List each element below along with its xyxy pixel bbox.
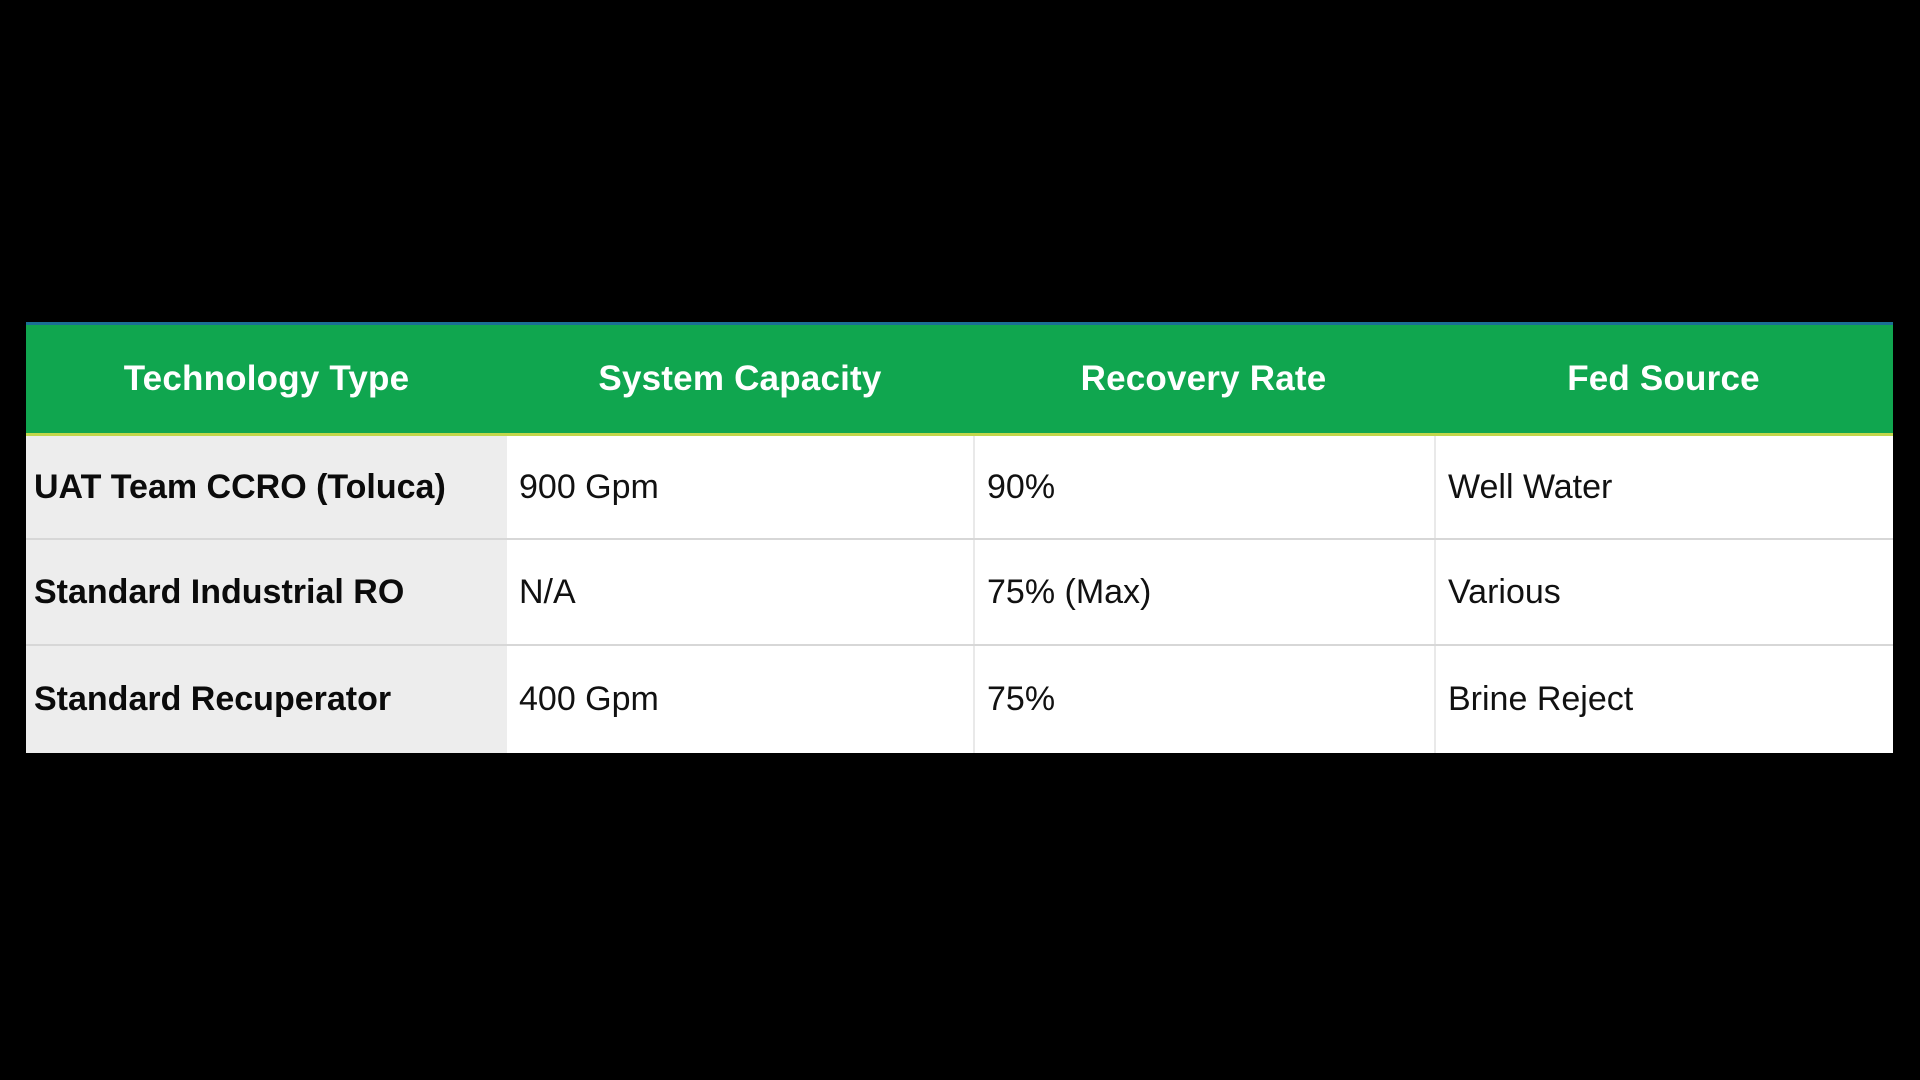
header-cell-recovery-rate: Recovery Rate — [1080, 359, 1327, 398]
cell-recovery-rate: 75% (Max) — [973, 540, 1434, 644]
header-cell-system-capacity: System Capacity — [598, 359, 882, 398]
cell-system-capacity: 900 Gpm — [519, 467, 659, 506]
cell-fed-source: Various — [1434, 540, 1893, 644]
cell-fed-source: Well Water — [1434, 436, 1893, 538]
cell-fed-source: Brine Reject — [1434, 646, 1893, 753]
cell-technology-type: Standard Industrial RO — [26, 540, 507, 644]
cell-technology-type: Standard Recuperator — [26, 646, 507, 753]
cell-technology-type: UAT Team CCRO (Toluca) — [26, 436, 507, 538]
header-cell-technology-type: Technology Type — [123, 359, 410, 398]
header-cell-fed-source: Fed Source — [1567, 359, 1760, 398]
cell-system-capacity: 400 Gpm — [519, 680, 659, 718]
cell-recovery-rate: 90% — [973, 436, 1434, 538]
technology-comparison-table: Technology Type System Capacity Recovery… — [26, 322, 1893, 753]
table-header-row: Technology Type System Capacity Recovery… — [26, 322, 1893, 436]
cell-recovery-rate: 75% — [973, 646, 1434, 753]
table-row-standard-industrial-ro: Standard Industrial RO N/A 75% (Max) Var… — [26, 540, 1893, 646]
table-row-standard-recuperator: Standard Recuperator 400 Gpm 75% Brine R… — [26, 646, 1893, 753]
table-row-uat-team-ccro: UAT Team CCRO (Toluca) 900 Gpm 90% Well … — [26, 436, 1893, 540]
cell-system-capacity: N/A — [519, 572, 576, 611]
